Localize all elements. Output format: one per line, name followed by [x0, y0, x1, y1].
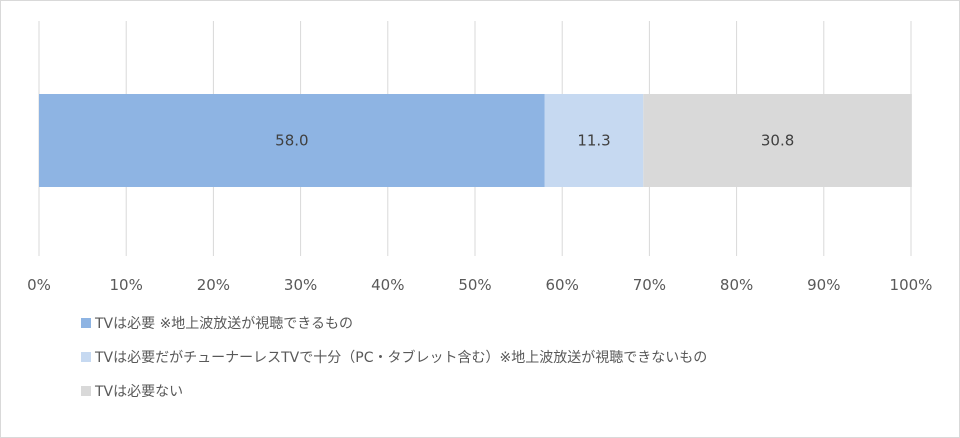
x-tick-label: 50%	[458, 276, 491, 294]
bar-segment	[643, 94, 912, 187]
x-tick-label: 20%	[197, 276, 230, 294]
bar-data-label: 58.0	[275, 132, 308, 150]
legend-swatch-tv-not-needed	[81, 386, 91, 396]
bar-data-label: 11.3	[577, 132, 610, 150]
stacked-bar-chart: 0% 10% 20% 30% 40% 50% 60% 70% 80% 90% 100% 58.0 11.…	[27, 21, 933, 294]
x-tick-label: 60%	[546, 276, 579, 294]
bar-segment	[544, 94, 644, 187]
x-tick-label: 80%	[720, 276, 753, 294]
legend-label-tv-needed: TVは必要 ※地上波放送が視聴できるもの	[95, 316, 354, 332]
legend-label-tunerless-tv: TVは必要だがチューナーレスTVで十分（PC・タブレット含む）※地上波放送が視聴…	[95, 350, 708, 366]
x-tick-label: 100%	[890, 276, 933, 294]
legend: TVは必要 ※地上波放送が視聴できるもの TVは必要だがチューナーレスTVで十分…	[81, 313, 707, 415]
x-tick-label: 30%	[284, 276, 317, 294]
x-tick-label: 0%	[27, 276, 51, 294]
x-tick-label: 10%	[110, 276, 143, 294]
legend-item-tunerless-tv: TVは必要だがチューナーレスTVで十分（PC・タブレット含む）※地上波放送が視聴…	[81, 347, 707, 367]
legend-item-tv-not-needed: TVは必要ない	[81, 381, 707, 401]
x-tick-label: 70%	[633, 276, 666, 294]
legend-item-tv-needed: TVは必要 ※地上波放送が視聴できるもの	[81, 313, 707, 333]
x-tick-label: 40%	[371, 276, 404, 294]
legend-swatch-tv-needed	[81, 318, 91, 328]
x-tick-label: 90%	[807, 276, 840, 294]
legend-label-tv-not-needed: TVは必要ない	[95, 384, 184, 400]
bar-data-label: 30.8	[761, 132, 794, 150]
legend-swatch-tunerless-tv	[81, 352, 91, 362]
bar-segment	[39, 94, 545, 187]
